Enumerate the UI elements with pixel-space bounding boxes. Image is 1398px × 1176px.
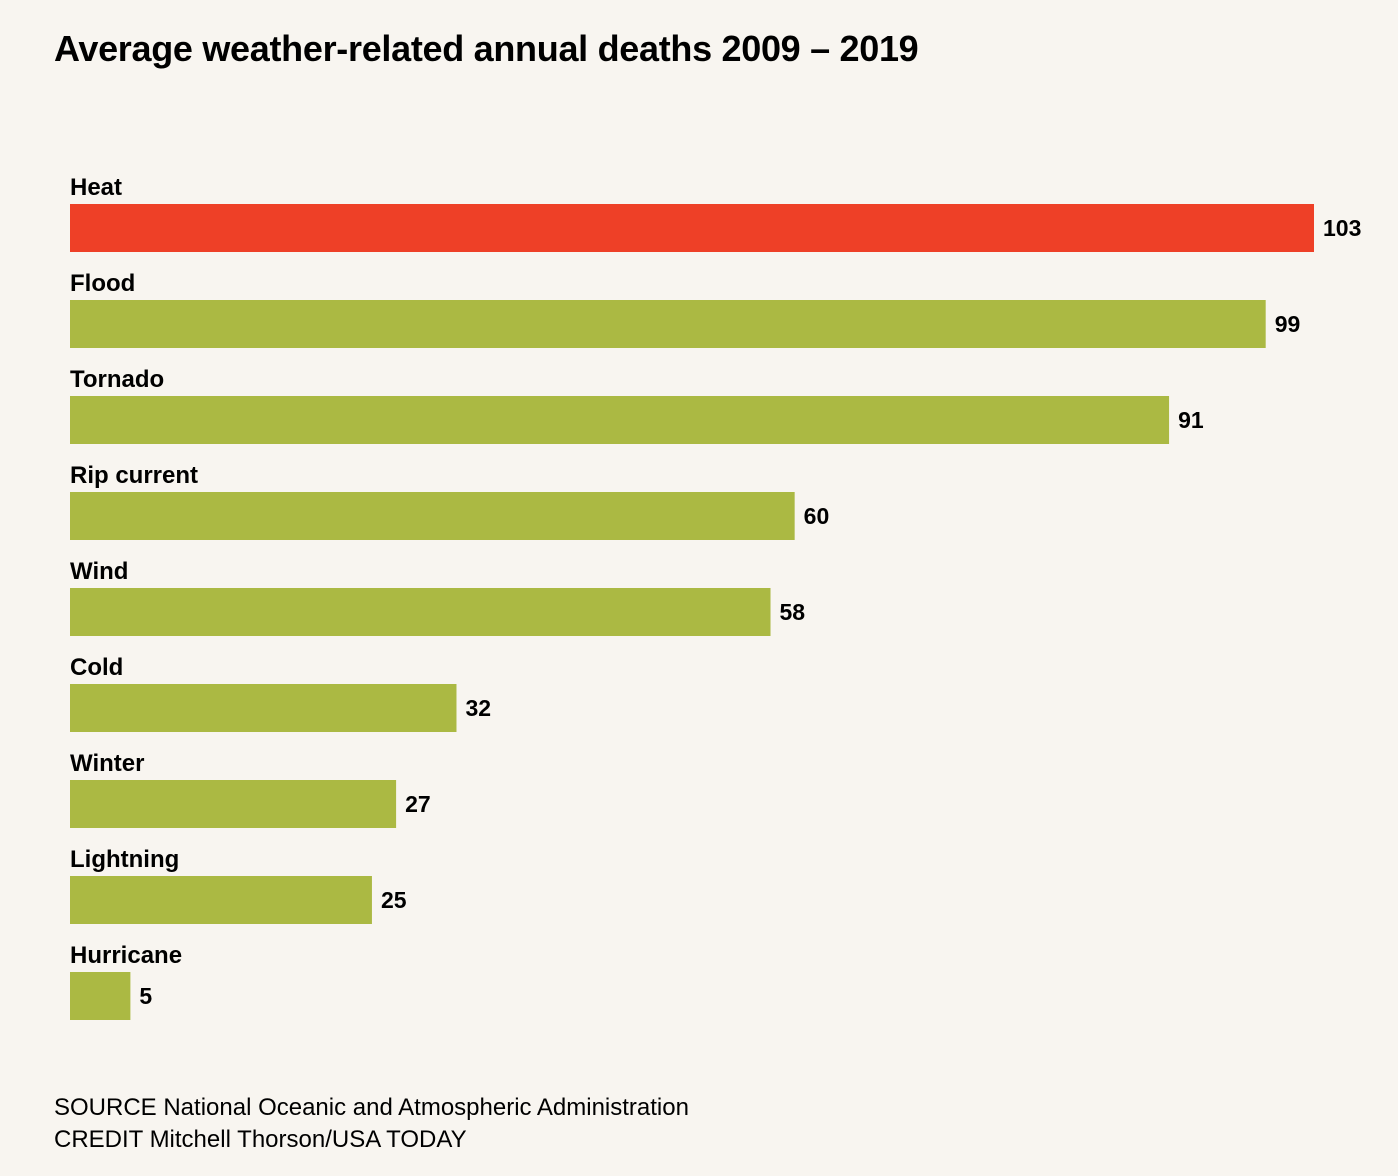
bar-chart: Heat 103 Flood 99 Tornado 91 Rip current 60 Wind… — [70, 174, 1361, 1020]
bar-cold — [70, 684, 457, 732]
value-label-hurricane: 5 — [139, 983, 152, 1009]
chart-footer: SOURCE National Oceanic and Atmospheric … — [54, 1092, 689, 1156]
category-label-tornado: Tornado — [70, 366, 164, 393]
source-note: SOURCE National Oceanic and Atmospheric … — [54, 1094, 689, 1121]
category-label-hurricane: Hurricane — [70, 942, 182, 969]
chart-title: Average weather-related annual deaths 20… — [54, 28, 919, 69]
category-label-cold: Cold — [70, 654, 123, 681]
category-label-lightning: Lightning — [70, 846, 179, 873]
bar-tornado — [70, 396, 1170, 444]
value-label-rip-current: 60 — [804, 503, 830, 529]
value-label-wind: 58 — [780, 599, 806, 625]
bar-winter — [70, 780, 397, 828]
category-label-flood: Flood — [70, 270, 135, 297]
bar-hurricane — [70, 972, 131, 1020]
value-label-tornado: 91 — [1178, 407, 1204, 433]
bar-rip-current — [70, 492, 795, 540]
bar-flood — [70, 300, 1266, 348]
credit-note: CREDIT Mitchell Thorson/USA TODAY — [54, 1126, 467, 1153]
bar-lightning — [70, 876, 372, 924]
category-label-heat: Heat — [70, 174, 122, 201]
value-label-heat: 103 — [1323, 215, 1361, 241]
bar-heat — [70, 204, 1314, 252]
category-label-winter: Winter — [70, 750, 144, 777]
bar-wind — [70, 588, 771, 636]
value-label-flood: 99 — [1275, 311, 1301, 337]
category-label-wind: Wind — [70, 558, 128, 585]
value-label-cold: 32 — [465, 695, 491, 721]
category-label-rip-current: Rip current — [70, 462, 198, 489]
value-label-lightning: 25 — [381, 887, 407, 913]
value-label-winter: 27 — [405, 791, 431, 817]
